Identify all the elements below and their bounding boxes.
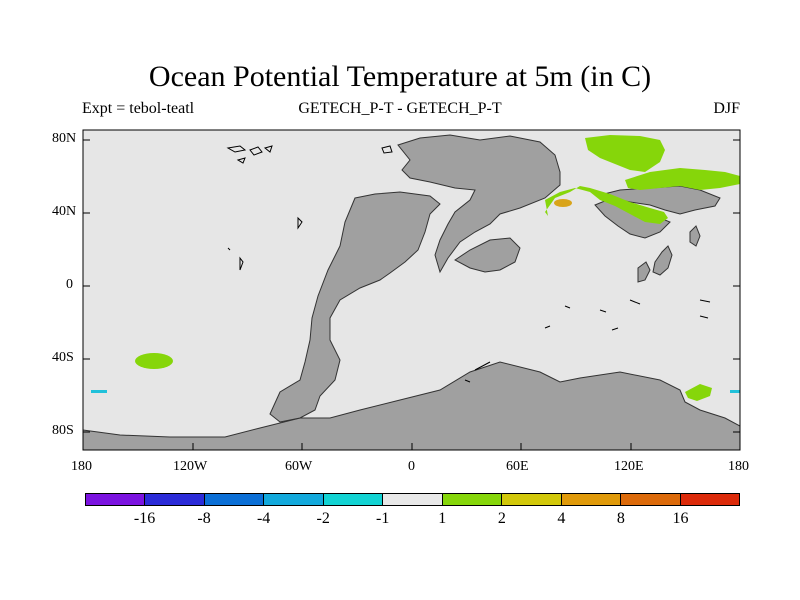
colorbar-segment [502,494,562,505]
colorbar-segment [323,494,384,505]
colorbar [85,493,740,506]
colorbar-label: 4 [557,510,566,527]
warm-patch-south-east [685,384,712,401]
colorbar-label: 8 [616,510,625,527]
x-tick-120w: 120W [173,459,208,474]
land-antarctica [82,361,741,451]
y-tick-40n: 40N [52,204,77,219]
colorbar-label: -16 [133,510,156,527]
warm-patch-mid-east [545,186,668,224]
land-western-continent [269,191,441,423]
colorbar-segment [621,494,681,505]
cool-patch-west [91,390,107,393]
x-tick-60w: 60W [285,459,313,474]
y-tick-0: 0 [66,277,73,292]
experiment-label: Expt = tebol-teatl [82,100,195,117]
warm-patch-north-east [585,135,665,172]
colorbar-segment [680,494,739,505]
land-east-island-2 [637,261,651,283]
x-tick-180e: 180 [728,459,749,474]
anomaly-patches [91,135,740,401]
colorbar-label: -1 [376,510,390,527]
colorbar-segment [442,494,503,505]
colorbar-segment [145,494,205,505]
colorbar-segment [86,494,146,505]
x-tick-60e: 60E [506,459,529,474]
model-label: GETECH_P-T - GETECH_P-T [298,100,502,117]
colorbar-label: -2 [316,510,330,527]
land-eastern-continent [397,134,561,274]
tick-marks [82,139,741,450]
x-tick-180w: 180 [71,459,92,474]
map-title: Ocean Potential Temperature at 5m (in C) [148,60,652,93]
y-tick-80s: 80S [52,423,74,438]
land-masses [82,134,741,451]
colorbar-label: 16 [672,510,689,527]
x-tick-120e: 120E [614,459,644,474]
colorbar-label: -4 [256,510,271,527]
colorbar-segment [383,494,443,505]
colorbar-segment [561,494,622,505]
y-tick-40s: 40S [52,350,74,365]
coastline-fragments [226,145,711,383]
land-east-island-3 [689,225,701,247]
colorbar-segment [264,494,324,505]
x-tick-0: 0 [408,459,415,474]
warm-patch-east-band [625,168,740,190]
colorbar-label: 2 [497,510,506,527]
colorbar-label: -8 [197,510,211,527]
land-east-island-1 [652,245,673,276]
land-eastern-peninsula [454,237,521,273]
warm-patch-south-pacific [135,353,173,369]
season-label: DJF [713,100,740,117]
colorbar-segment [204,494,265,505]
colorbar-label: 1 [438,510,447,527]
y-tick-80n: 80N [52,131,77,146]
hot-patch-east [554,199,572,207]
cool-patch-east [730,390,740,393]
